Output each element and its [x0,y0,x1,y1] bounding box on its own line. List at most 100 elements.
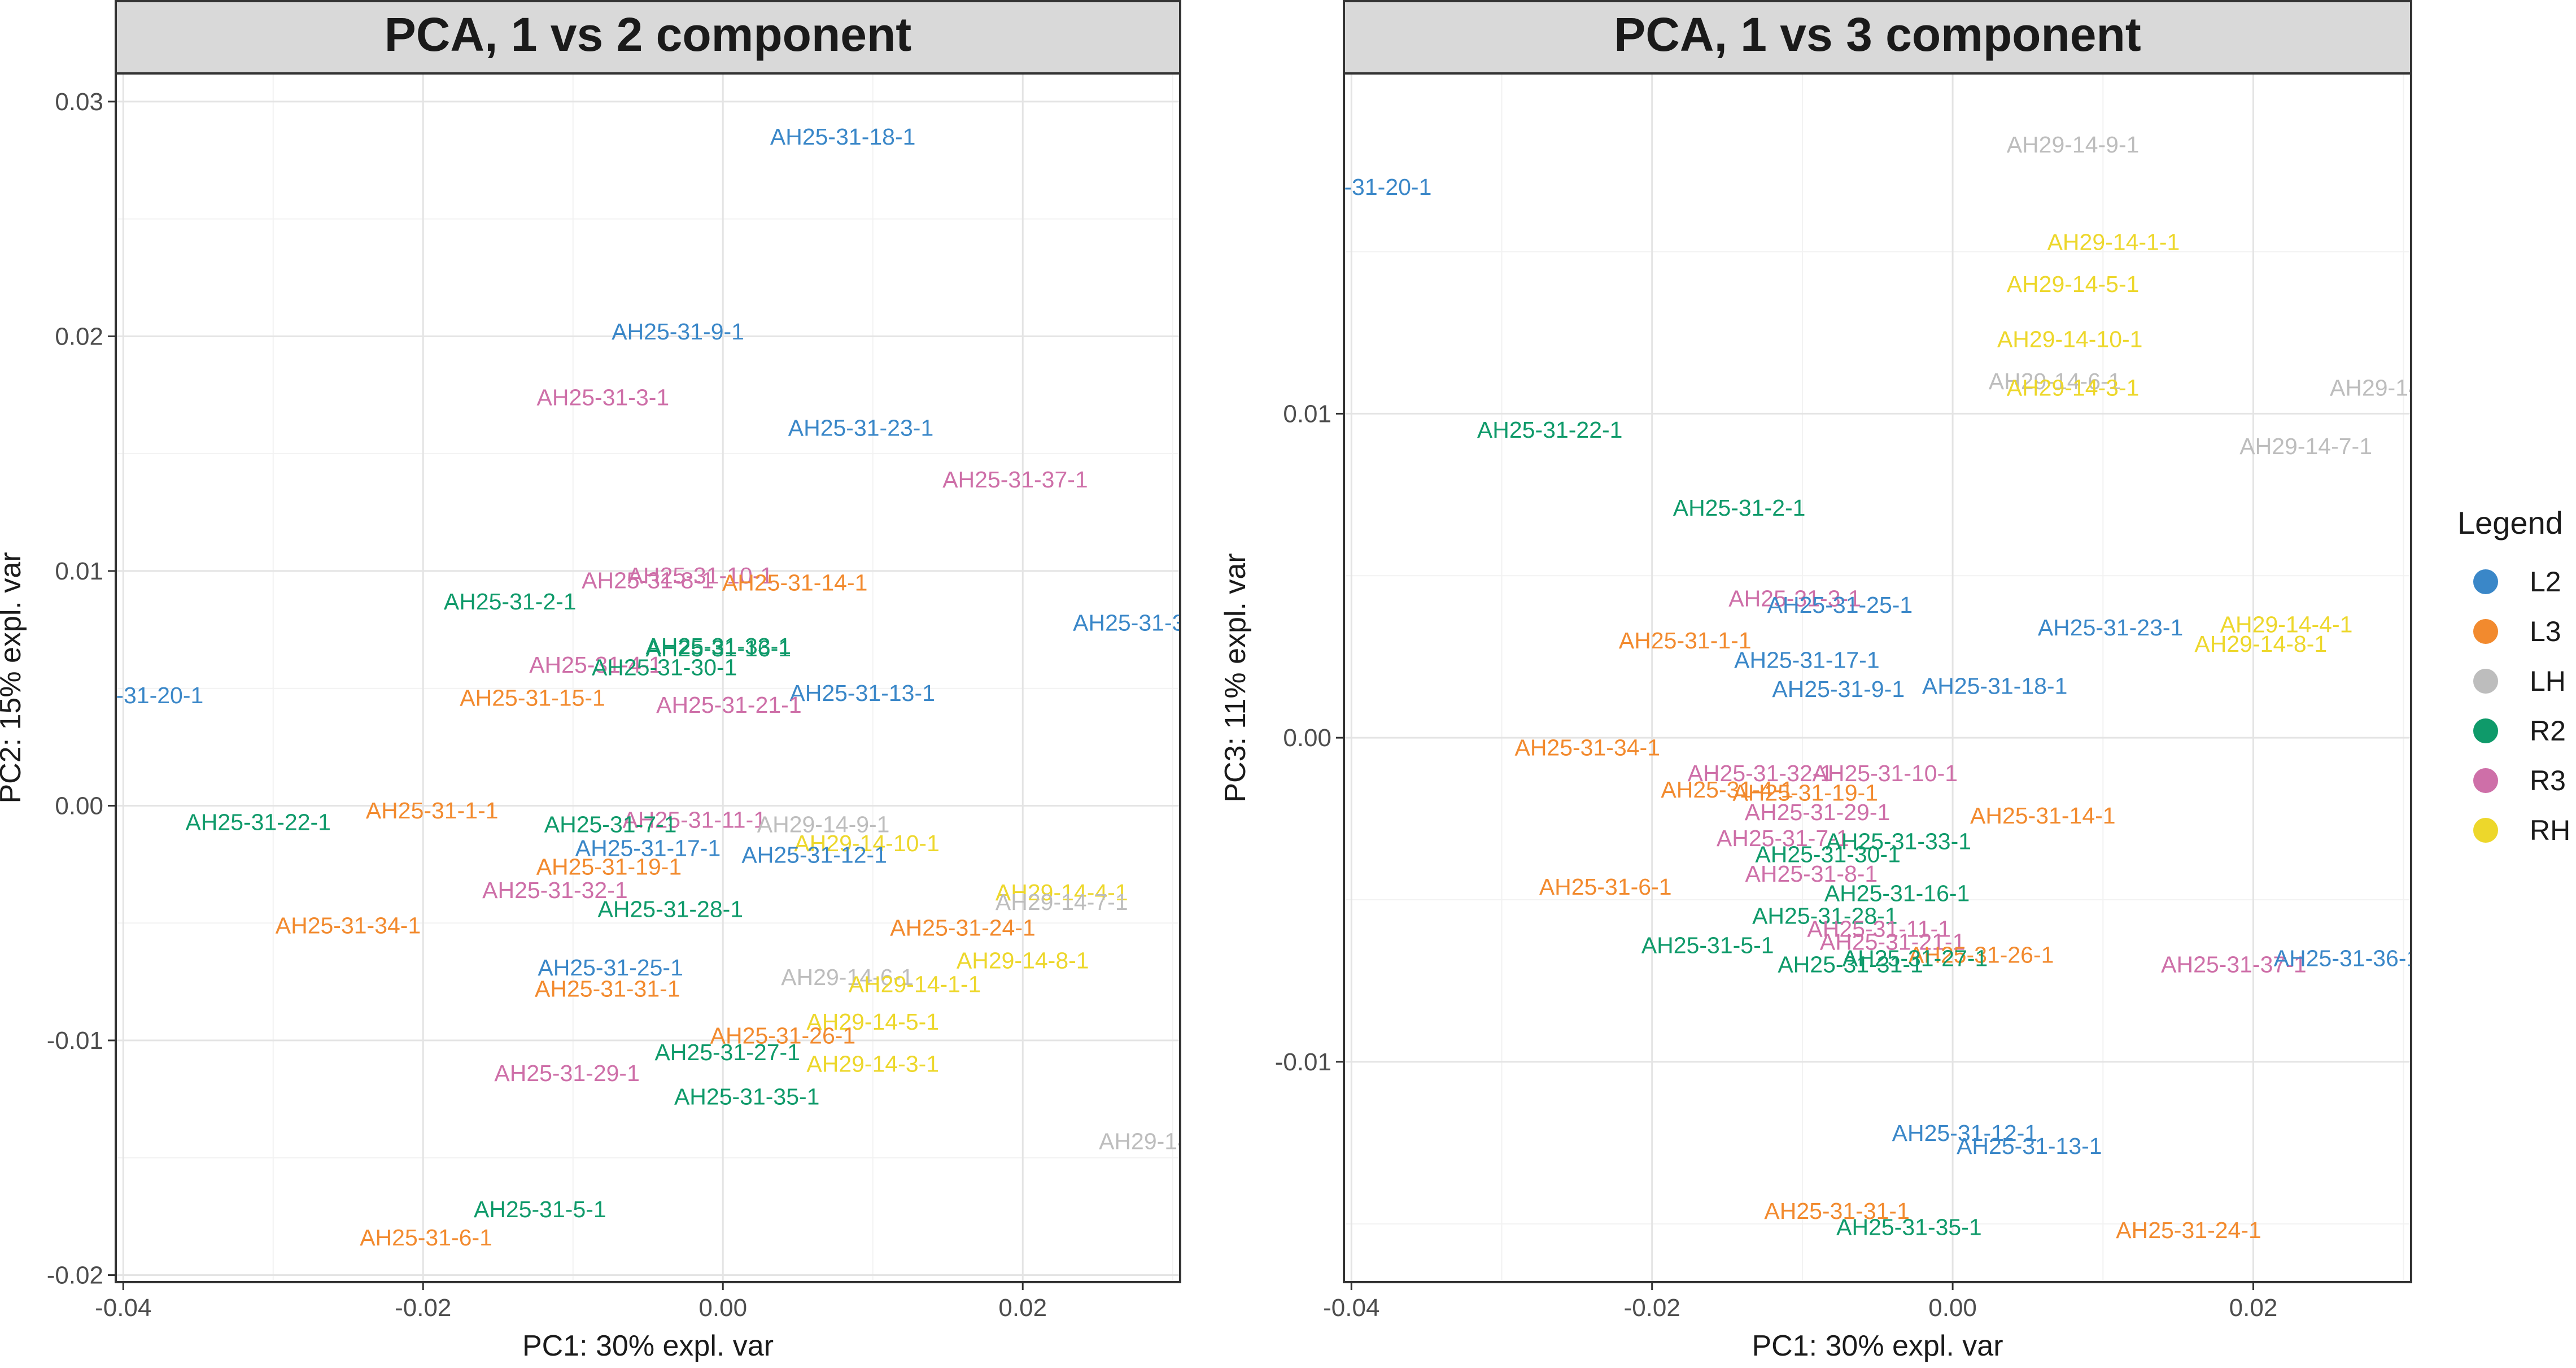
point-label: AH25-31-10-1 [628,563,774,589]
point-label: AH25-31-28-1 [598,896,744,922]
point-label: AH29-14-6-1 [781,964,914,990]
point-label: AH25-31-20-1 [58,682,204,708]
point-label: AH25-31-35-1 [674,1084,820,1110]
legend-swatch [2473,569,2498,594]
legend-label: RH [2530,814,2570,846]
legend-label: LH [2530,665,2566,697]
plot-area [1344,73,2411,1282]
point-label: AH25-31-15-1 [460,685,605,711]
major-gridlines [1344,73,2411,1282]
point-label: AH25-31-33-1 [1826,829,1972,855]
y-tick-label: 0.01 [55,557,103,585]
point-label: AH25-31-29-1 [494,1060,640,1086]
point-label: AH29-14-2-1 [1099,1129,1232,1154]
legend-swatch [2473,669,2498,694]
x-tick-label: 0.02 [2229,1294,2278,1322]
pca-panel-1-vs-2: AH25-31-18-1 AH25-31-9-1 AH25-31-3-1 AH25-3… [0,0,1232,1362]
point-label: AH25-31-35-1 [1836,1214,1982,1240]
pca-panel-1-vs-3: AH25-31-20-1 AH29-14-9-1 AH29-14-1-1 AH29-1… [1219,0,2420,1362]
point-label: AH25-31-22-1 [185,809,331,835]
point-label: AH25-31-14-1 [1970,803,2116,829]
point-label: AH29-14-1-1 [849,971,981,997]
point-label: AH29-14-9-1 [2007,132,2140,158]
point-label: AH25-31-8-1 [1745,861,1878,887]
x-tick-label: 0.02 [998,1294,1047,1322]
x-tick-label: -0.02 [395,1294,451,1322]
y-tick-label: -0.01 [1275,1048,1331,1076]
data-points: AH25-31-20-1 AH29-14-9-1 AH29-14-1-1 AH29-1… [1344,132,2420,1243]
point-label: AH25-31-26-1 [1909,942,2054,968]
point-label: AH29-14-8-1 [957,948,1089,974]
x-axis-label: PC1: 30% expl. var [522,1330,774,1362]
point-label: AH25-31-13-1 [789,680,935,706]
x-tick-label: -0.02 [1624,1294,1680,1322]
title-strip [1343,0,2412,75]
legend-swatch [2473,718,2498,743]
point-label: AH25-31-11-1 [623,807,767,833]
legend-label: L3 [2530,616,2561,647]
point-label: AH25-31-19-1 [1732,780,1878,806]
y-tick-label: 0.00 [55,792,103,820]
point-label: AH25-31-30-1 [1755,842,1901,868]
point-label: AH25-31-19-1 [536,854,682,880]
point-label: AH25-31-9-1 [1772,676,1905,702]
point-label: AH25-31-17-1 [575,835,721,861]
point-label: AH25-31-1-1 [366,798,499,824]
x-tick-label: -0.04 [95,1294,151,1322]
point-label: AH25-31-5-1 [474,1196,606,1222]
point-label: AH25-31-24-1 [2116,1217,2261,1243]
chart-title: PCA, 1 vs 2 component [385,8,912,61]
point-label: AH25-31-2-1 [444,589,577,615]
point-label: AH25-31-31-1 [1764,1198,1910,1224]
point-label: AH25-31-34-1 [1514,734,1660,760]
point-label: AH25-31-34-1 [276,912,421,938]
point-label: AH29-14-3-1 [2007,375,2140,401]
point-label: AH25-31-36-1 [1073,609,1219,635]
point-label: AH25-31-36-1 [2274,945,2420,971]
point-label: AH29-14-7-1 [996,889,1128,915]
point-label: AH25-31-27-1 [654,1039,800,1065]
x-tick-label: 0.00 [698,1294,747,1322]
point-label: AH25-31-8-1 [582,568,714,594]
y-axis-label: PC3: 11% expl. var [1219,553,1252,802]
x-tick-label: 0.00 [1928,1294,1977,1322]
point-label: AH25-31-30-1 [592,654,737,680]
point-label: AH25-31-6-1 [360,1225,492,1251]
point-label: AH25-31-3-1 [536,384,669,410]
point-label: AH25-31-31-1 [535,976,680,1002]
point-label: AH25-31-29-1 [1745,799,1890,825]
legend-label: R2 [2530,715,2566,747]
point-label: AH25-31-24-1 [890,915,1036,941]
major-gridlines [116,73,1180,1282]
point-label: AH25-31-21-1 [1820,929,1966,955]
legend-swatch [2473,768,2498,793]
point-label: AH25-31-27-1 [1843,945,1988,971]
minor-gridlines [1344,73,2411,1282]
point-label: AH29-14-4-1 [996,879,1128,905]
point-label: AH29-14-3-1 [806,1051,939,1077]
title-strip [115,0,1181,75]
point-label: AH29-14-8-1 [2194,631,2327,657]
point-label: AH25-31-9-1 [612,319,744,345]
point-label: AH25-31-6-1 [1539,874,1672,900]
point-label: AH25-31-18-1 [770,124,916,150]
point-label: AH25-31-16-1 [646,635,792,661]
point-label: AH29-14-4-1 [2220,611,2353,637]
point-label: AH25-31-18-1 [1922,673,2068,699]
point-label: AH25-31-10-1 [1813,760,1958,786]
point-label: AH25-31-16-1 [1824,881,1970,907]
point-label: AH25-31-22-1 [1477,417,1623,443]
point-label: AH25-31-13-1 [1957,1133,2102,1159]
point-label: AH25-31-26-1 [710,1023,856,1049]
y-tick-label: 0.00 [1283,724,1331,752]
point-label: AH25-31-4-1 [1661,777,1793,803]
y-tick-label: -0.01 [47,1027,103,1055]
point-label: AH25-31-23-1 [2038,615,2184,641]
y-tick-label: 0.03 [55,88,103,116]
point-label: AH29-14-7-1 [2239,433,2372,459]
minor-gridlines [116,73,1180,1282]
y-tick-label: 0.02 [55,323,103,350]
y-tick-label: -0.02 [47,1262,103,1289]
point-label: AH29-14-5-1 [806,1009,939,1035]
